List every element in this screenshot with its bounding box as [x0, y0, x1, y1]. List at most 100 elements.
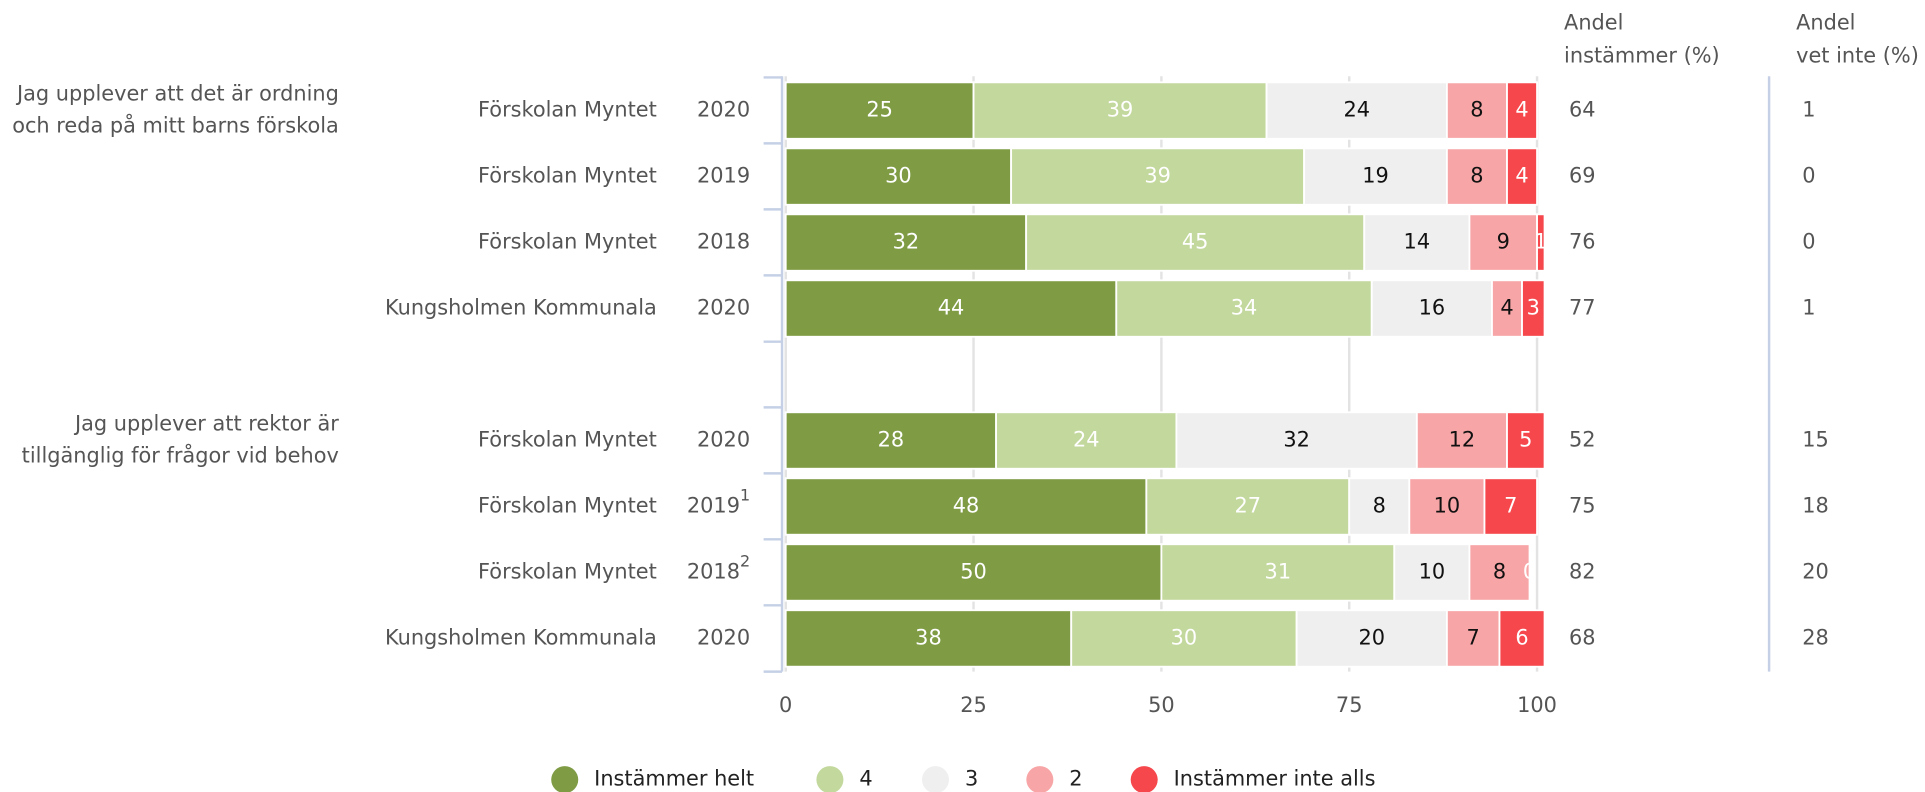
- year: 2018: [687, 559, 740, 583]
- bar-segment: [1370, 279, 1493, 338]
- bar-segment: [1348, 477, 1411, 536]
- year: 2019: [697, 164, 750, 188]
- bar-label: 14: [1404, 230, 1431, 254]
- column-title: Andel: [1796, 10, 1855, 34]
- column-value: 18: [1802, 493, 1829, 517]
- year: 2020: [697, 98, 750, 122]
- column-value: 28: [1802, 625, 1829, 649]
- bar-segment: [1160, 543, 1396, 602]
- footnote: 2: [740, 551, 750, 570]
- bar-label: 39: [1144, 164, 1171, 188]
- legend-label: 4: [859, 767, 872, 791]
- category-year: 20182: [687, 551, 750, 584]
- column-value: 1: [1802, 296, 1815, 320]
- bar-label: 32: [893, 230, 920, 254]
- bar-segment: [1363, 213, 1471, 272]
- question-label: Jag upplever att det är ordning: [15, 82, 339, 106]
- category-year: 2020: [697, 625, 750, 649]
- bar-segment: [1145, 477, 1351, 536]
- bar-label: 8: [1470, 98, 1483, 122]
- bar-label: 7: [1467, 625, 1480, 649]
- bar-label: 8: [1470, 164, 1483, 188]
- bar-segment: [1295, 609, 1448, 668]
- question-label: tillgänglig för frågor vid behov: [22, 442, 339, 467]
- bar-segment: [1506, 411, 1546, 470]
- bar-label: 34: [1231, 296, 1258, 320]
- bar-segment: [1536, 213, 1546, 272]
- legend-label: 3: [965, 767, 978, 791]
- year: 2020: [697, 625, 750, 649]
- category-year: 2020: [697, 98, 750, 122]
- category-name: Förskolan Myntet: [478, 428, 657, 452]
- column-title: Andel: [1564, 10, 1623, 34]
- legend-marker: [551, 766, 579, 792]
- year: 2020: [697, 296, 750, 320]
- column-value: 15: [1802, 428, 1829, 452]
- bar-segment: [784, 147, 1013, 206]
- question-label: Jag upplever att rektor är: [73, 412, 339, 436]
- bar-label: 10: [1434, 493, 1461, 517]
- bar-label: 45: [1182, 230, 1209, 254]
- bar-label: 4: [1515, 164, 1528, 188]
- bar-label: 27: [1235, 493, 1262, 517]
- bar-label: 3: [1527, 296, 1540, 320]
- bar-label: 4: [1500, 296, 1513, 320]
- bar-segment: [784, 543, 1163, 602]
- bar-segment: [1010, 147, 1306, 206]
- category-year: 20191: [687, 485, 750, 518]
- bar-label: 8: [1373, 493, 1386, 517]
- bar-segment: [995, 411, 1178, 470]
- bar-label: 28: [878, 428, 905, 452]
- category-name: Förskolan Myntet: [478, 493, 657, 517]
- category-name: Förskolan Myntet: [478, 98, 657, 122]
- column-title: instämmer (%): [1564, 44, 1720, 68]
- column-value: 69: [1569, 164, 1596, 188]
- x-tick-label: 100: [1517, 693, 1557, 717]
- bar-label: 7: [1504, 493, 1517, 517]
- column-value: 20: [1802, 559, 1829, 583]
- bar-segment: [1506, 81, 1538, 140]
- bar-segment: [1115, 279, 1373, 338]
- bar-label: 30: [885, 164, 912, 188]
- x-tick-label: 75: [1336, 693, 1363, 717]
- bar-label: 12: [1449, 428, 1476, 452]
- bar-label: 0: [1523, 559, 1536, 583]
- column-value: 82: [1569, 559, 1596, 583]
- category-name: Kungsholmen Kommunala: [385, 296, 657, 320]
- bar-label: 25: [866, 98, 893, 122]
- bar-label: 20: [1358, 625, 1385, 649]
- x-tick-label: 25: [960, 693, 987, 717]
- category-name: Kungsholmen Kommunala: [385, 625, 657, 649]
- bar-label: 39: [1107, 98, 1134, 122]
- bar-segment: [1521, 279, 1546, 338]
- legend-marker: [1130, 766, 1158, 792]
- bar-segment: [1498, 609, 1546, 668]
- bar-segment: [972, 81, 1268, 140]
- bar-segment: [784, 213, 1028, 272]
- bar-segment: [1025, 213, 1366, 272]
- bar-label: 16: [1419, 296, 1446, 320]
- legend-label: Instämmer inte alls: [1174, 767, 1376, 791]
- bar-label: 38: [915, 625, 942, 649]
- column-value: 64: [1569, 98, 1596, 122]
- x-tick-label: 50: [1148, 693, 1175, 717]
- bar-segment: [1483, 477, 1538, 536]
- category-name: Förskolan Myntet: [478, 559, 657, 583]
- bar-segment: [784, 609, 1073, 668]
- bar-segment: [1445, 609, 1501, 668]
- bar-segment: [784, 411, 998, 470]
- bar-label: 30: [1171, 625, 1198, 649]
- column-title: vet inte (%): [1796, 44, 1919, 68]
- bar-label: 4: [1515, 98, 1528, 122]
- column-value: 52: [1569, 428, 1596, 452]
- bar-label: 31: [1265, 559, 1292, 583]
- year: 2019: [687, 493, 740, 517]
- bar-label: 24: [1073, 428, 1100, 452]
- bar-segment: [1415, 411, 1508, 470]
- column-value: 1: [1802, 98, 1815, 122]
- year: 2018: [697, 230, 750, 254]
- column-value: 0: [1802, 164, 1815, 188]
- category-name: Förskolan Myntet: [478, 164, 657, 188]
- category-year: 2020: [697, 428, 750, 452]
- legend-marker: [921, 766, 949, 792]
